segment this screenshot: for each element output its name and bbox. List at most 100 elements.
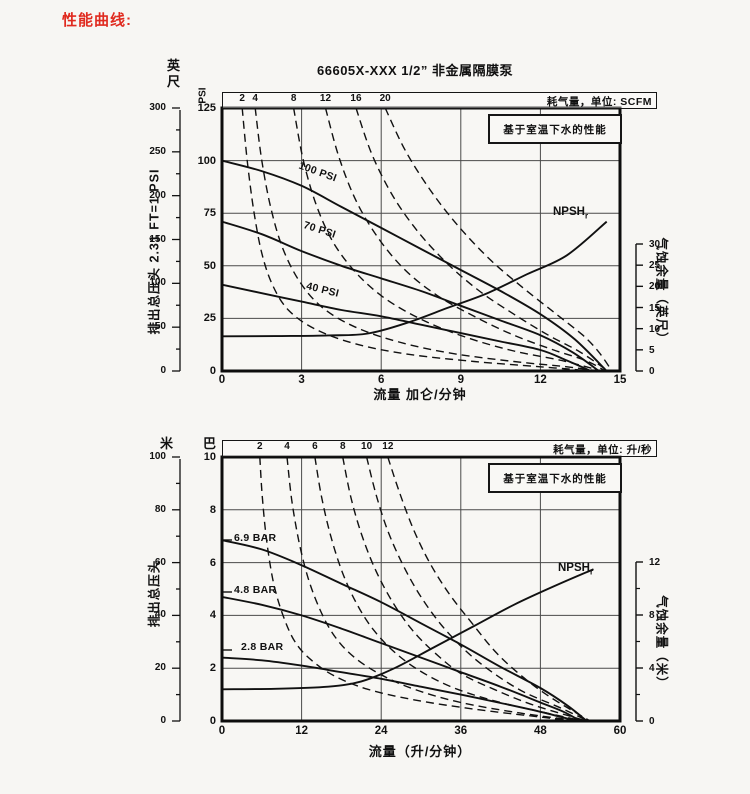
curve-label-2-8bar: 2.8 BAR	[241, 641, 284, 653]
page-heading: 性能曲线:	[62, 12, 132, 29]
outer-axis-tick-label: 200	[149, 189, 166, 201]
air-scale-tick-label: 8	[290, 93, 297, 104]
x-axis-label-imperial: 流量 加仑/分钟	[373, 387, 467, 402]
outer-axis-tick-label: 0	[160, 365, 166, 376]
inner-axis-tick-label: 8	[209, 503, 216, 516]
air-consumption-label-metric: 耗气量，单位: 升/秒	[553, 444, 652, 456]
x-axis-tick-label: 6	[377, 374, 385, 386]
npsh-axis-tick-label: 4	[649, 663, 655, 674]
npsh-sub: r	[584, 211, 589, 221]
outer-axis-tick-label: 50	[154, 321, 166, 333]
curve-label-6-9bar: 6.9 BAR	[234, 532, 277, 544]
outer-axis-tick-label: 100	[149, 451, 166, 462]
outer-axis-tick-label: 60	[154, 556, 166, 568]
air-curve-12	[324, 107, 606, 372]
plot-area	[222, 457, 620, 721]
air-scale-tick-label: 10	[361, 441, 373, 452]
npsh-curve-label-metric: NPSHr	[558, 562, 593, 576]
npsh-axis-tick-label: 0	[649, 716, 655, 727]
meter-axis-title: 米	[160, 436, 174, 451]
note-box-imperial: 基于室温下水的性能	[488, 114, 622, 144]
inner-axis-tick-label: 125	[197, 102, 216, 114]
air-curve-8	[292, 107, 602, 372]
outer-axis-tick-label: 100	[149, 277, 166, 289]
x-axis-tick-label: 0	[218, 374, 226, 386]
outer-axis-tick-label: 250	[149, 145, 166, 157]
pressure-curve-4.8-bar	[221, 595, 581, 722]
air-curve-16	[355, 107, 609, 372]
npsh-curve	[221, 568, 594, 691]
x-axis-label-metric: 流量（升/分钟）	[368, 744, 472, 759]
air-curve-10	[365, 456, 589, 722]
npsh-axis-tick-label: 10	[649, 323, 661, 335]
air-curve-12	[387, 456, 591, 722]
x-axis-tick-label: 9	[457, 374, 464, 386]
air-scale-tick-label: 6	[312, 441, 318, 452]
air-scale-tick-label: 16	[350, 93, 362, 104]
pressure-curve-40-psi	[221, 283, 592, 372]
outer-axis-tick-label: 150	[149, 233, 166, 245]
inner-axis-tick-label: 0	[209, 365, 216, 377]
air-scale-tick-label: 8	[339, 441, 346, 452]
air-consumption-label-imperial: 耗气量，单位: SCFM	[546, 96, 652, 108]
air-curve-6	[314, 456, 584, 722]
bar-axis-title: 巴	[203, 436, 217, 451]
outer-axis-tick-label: 300	[149, 102, 166, 113]
feet-axis-title: 英尺	[167, 58, 181, 89]
x-axis-tick-label: 48	[533, 725, 547, 737]
air-curve-8	[342, 456, 587, 722]
outer-axis-tick-label: 20	[154, 662, 166, 674]
inner-axis-tick-label: 75	[203, 207, 216, 220]
note-box-metric: 基于室温下水的性能	[488, 463, 622, 493]
outer-axis-tick-label: 0	[160, 715, 166, 726]
x-axis-tick-label: 3	[298, 374, 305, 386]
x-axis-tick-label: 24	[374, 725, 388, 737]
npsh-axis-label-metric: 气蚀余量（米）	[654, 595, 669, 690]
air-consumption-strip-metric: 耗气量，单位: 升/秒	[222, 440, 657, 457]
npsh-sub: r	[589, 567, 594, 577]
curve-label-4-8bar: 4.8 BAR	[234, 584, 277, 596]
inner-axis-tick-label: 100	[197, 154, 216, 167]
npsh-text: NPSH	[558, 562, 590, 574]
x-axis-tick-label: 60	[613, 725, 627, 737]
air-scale-tick-label: 4	[284, 441, 290, 452]
air-curve-20	[384, 107, 613, 372]
x-axis-tick-label: 12	[533, 374, 547, 386]
x-axis-tick-label: 36	[454, 725, 468, 737]
npsh-axis-tick-label: 15	[649, 302, 661, 314]
inner-axis-tick-label: 0	[209, 715, 216, 727]
air-scale-tick-label: 12	[382, 441, 394, 452]
npsh-axis-tick-label: 20	[649, 281, 661, 293]
npsh-axis-tick-label: 25	[649, 260, 661, 272]
y-axis-label-imperial: 排出总压头 2.31 FT=1 PSI	[147, 168, 162, 335]
inner-axis-tick-label: 10	[203, 451, 216, 463]
inner-axis-tick-label: 50	[203, 259, 216, 272]
x-axis-tick-label: 0	[218, 725, 226, 737]
outer-axis-tick-label: 40	[154, 609, 166, 621]
npsh-axis-tick-label: 12	[649, 557, 661, 568]
air-curve-2	[241, 107, 594, 372]
air-scale-tick-label: 4	[252, 93, 258, 104]
air-curve-4	[286, 456, 581, 722]
x-axis-tick-label: 15	[613, 374, 627, 386]
npsh-axis-tick-label: 5	[649, 344, 655, 356]
npsh-axis-tick-label: 8	[649, 610, 655, 621]
pressure-curve-2.8-bar	[221, 656, 578, 722]
plot-frame	[220, 455, 622, 723]
inner-axis-tick-label: 6	[209, 556, 216, 569]
air-consumption-strip-imperial: 耗气量，单位: SCFM	[222, 92, 657, 109]
pressure-curve-100-psi	[221, 159, 608, 372]
npsh-axis-tick-label: 0	[649, 366, 655, 377]
plot-area	[222, 108, 620, 371]
chart-title-imperial: 66605X-XXX 1/2” 非金属隔膜泵	[317, 63, 513, 78]
air-scale-tick-label: 20	[379, 93, 391, 104]
npsh-curve-label-imperial: NPSHr	[553, 206, 588, 220]
npsh-axis-tick-label: 30	[649, 239, 661, 250]
air-scale-tick-label: 2	[239, 93, 245, 104]
air-curve-2	[259, 456, 574, 722]
air-scale-tick-label: 12	[319, 93, 332, 104]
npsh-curve	[221, 220, 608, 338]
inner-axis-tick-label: 2	[209, 662, 216, 675]
air-scale-tick-label: 2	[257, 441, 263, 452]
